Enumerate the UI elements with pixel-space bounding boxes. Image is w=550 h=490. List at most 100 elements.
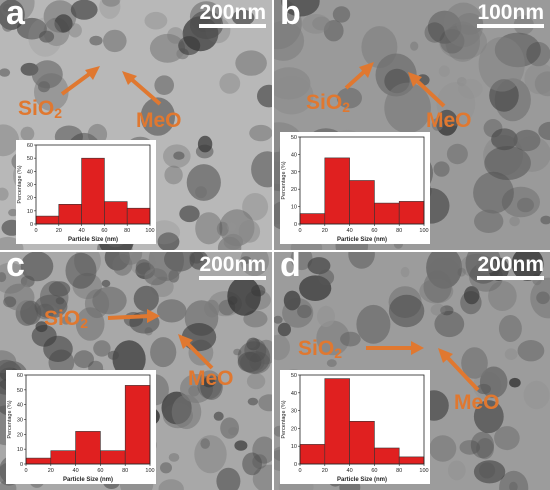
nanoparticle [290,252,313,271]
nanoparticle [274,315,283,324]
nanoparticle [204,299,220,318]
nanoparticle [133,285,159,312]
nanoparticle [0,262,28,294]
nanoparticle [491,128,518,151]
nanoparticle [332,6,351,23]
x-tick-label: 80 [124,228,130,234]
y-tick-label: 60 [27,143,33,149]
tem-panel-a: a 200nm SiO2 MeO 0 10 20 30 40 50 60 0 20 40 60 80 1… [0,0,272,250]
histogram-bar [349,180,375,225]
nanoparticle [424,22,445,43]
nanoparticle [112,340,146,379]
tem-panel-b: b 100nm SiO2 MeO 0 10 20 30 40 50 0 20 40 60 80 100… [274,0,550,250]
label-meo-d: MeO [454,391,500,414]
nanoparticle [534,71,550,97]
nanoparticle [194,435,227,474]
nanoparticle [31,324,57,347]
x-tick-label: 80 [396,228,402,234]
nanoparticle [476,438,494,460]
nanoparticle [101,279,111,288]
nanoparticle [242,452,262,476]
y-tick-label: 40 [291,391,297,397]
panel-label-d: d [280,252,301,284]
nanoparticle [252,464,272,490]
nanoparticle [400,266,410,278]
scale-line-c [199,276,266,280]
nanoparticle [317,305,335,327]
nanoparticle [31,60,63,89]
nanoparticle [517,340,545,362]
y-tick-label: 0 [20,462,23,468]
nanoparticle [501,186,540,218]
nanoparticle [473,400,504,434]
y-tick-label: 10 [291,205,297,211]
x-tick-label: 60 [371,468,377,474]
nanoparticle [238,220,261,243]
nanoparticle [223,233,243,250]
nanoparticle [448,460,466,481]
histogram-bar [25,457,52,465]
nanoparticle [388,294,425,328]
nanoparticle [42,305,59,319]
nanoparticle [173,151,185,160]
nanoparticle [318,269,335,286]
label-meo-b: MeO [426,109,472,132]
nanoparticle [20,300,42,325]
nanoparticle [242,193,269,221]
nanoparticle [436,82,476,126]
x-tick-label: 100 [419,228,428,234]
nanoparticle [43,17,70,47]
nanoparticle [479,366,508,399]
nanoparticle [277,322,291,337]
nanoparticle [144,268,168,286]
y-tick-label: 30 [291,409,297,415]
nanoparticle [216,221,229,236]
histogram-bar [374,447,400,465]
scale-line-a [199,24,266,28]
histogram-bar [398,201,425,225]
tem-panel-c: c 200nm SiO2 MeO 0 10 20 30 40 50 60 0 20 40 60 80 1… [0,252,272,490]
nanoparticle [216,467,241,490]
nanoparticle [523,380,550,410]
nanoparticle [517,197,534,213]
nanoparticle [68,23,82,38]
x-tick-label: 100 [145,468,154,474]
nanoparticle [282,298,314,328]
histogram-bar [126,207,151,225]
nanoparticle [483,134,524,176]
nanoparticle [123,312,143,327]
nanoparticle [101,0,121,7]
nanoparticle [436,109,458,136]
nanoparticle [484,144,498,158]
nanoparticle [498,315,522,342]
scale-bar-b: 100nm [477,2,544,28]
nanoparticle [416,74,430,86]
nanoparticle [158,479,184,490]
scale-bar-a: 200nm [199,2,266,28]
panel-label-a: a [6,0,25,32]
nanoparticle [499,470,529,490]
histogram-b: 0 10 20 30 40 50 0 20 40 60 80 100 Particle Size (nm… [280,132,430,244]
nanoparticle [336,87,362,109]
scale-text-b: 100nm [477,1,544,24]
nanoparticle [163,144,191,168]
nanoparticle [181,323,217,352]
nanoparticle [474,209,504,233]
x-tick-label: 100 [419,468,428,474]
scale-bar-c: 200nm [199,254,266,280]
x-tick-label: 0 [298,228,301,234]
nanoparticle [509,377,521,388]
nanoparticle [438,65,450,77]
label-sio2-d: SiO2 [298,337,342,361]
nanoparticle [0,272,7,283]
nanoparticle [281,0,320,17]
histogram-bar [124,385,151,465]
y-tick-label: 50 [291,373,297,379]
nanoparticle [103,29,127,53]
nanoparticle [513,129,541,152]
nanoparticle [144,11,168,30]
nanoparticle [168,269,180,283]
nanoparticle [316,320,350,356]
x-tick-label: 60 [97,468,103,474]
panel-label-c: c [6,252,25,284]
